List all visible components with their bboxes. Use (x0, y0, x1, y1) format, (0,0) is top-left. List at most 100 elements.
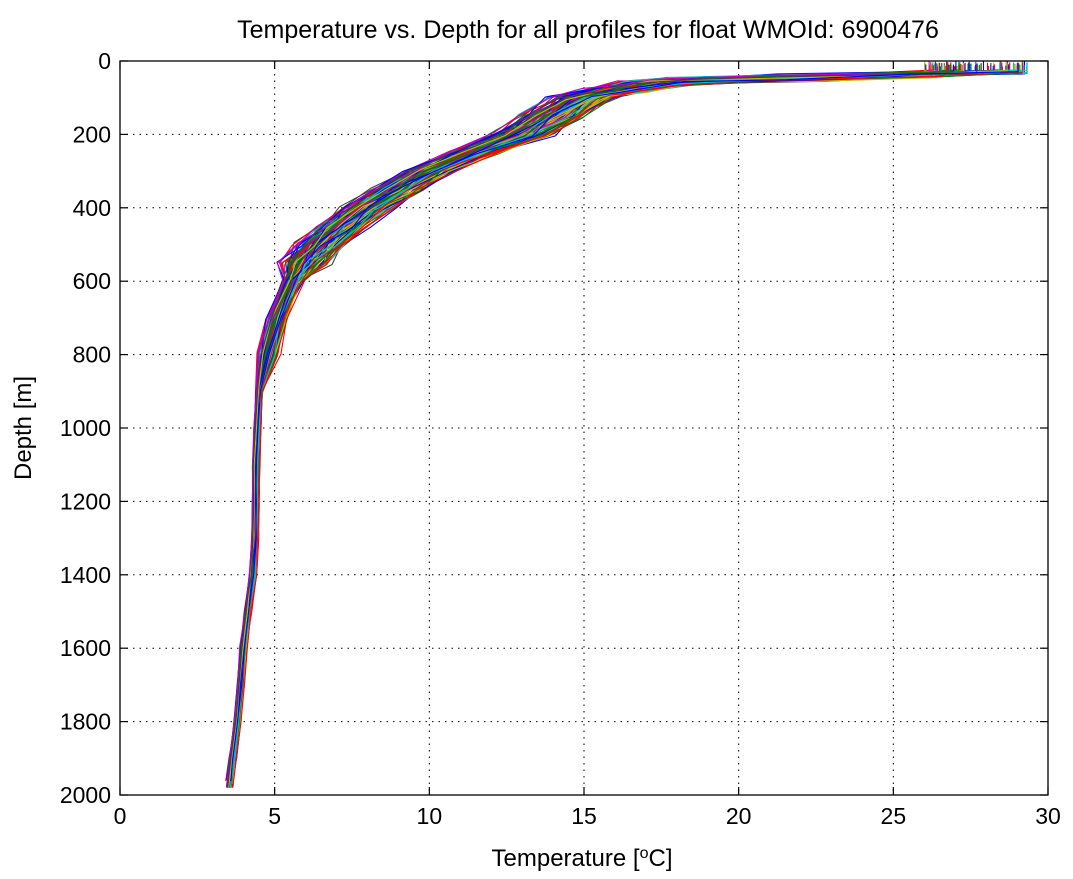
profile-line (226, 62, 966, 776)
profile-line (230, 62, 1019, 782)
profile-line (230, 64, 951, 788)
tick-labels: 0 5 10 15 20 25 30 0 200 400 600 800 1000 1200 1400 160… (60, 48, 1061, 829)
profile-line (231, 62, 995, 780)
profile-line (230, 61, 960, 785)
profile-line (230, 62, 961, 776)
profile-line (230, 63, 1020, 779)
x-axis-unit-sup: o (640, 845, 649, 862)
profile-line (228, 65, 964, 780)
profile-line (230, 63, 1016, 780)
profile-line (228, 62, 932, 784)
profile-line (226, 65, 994, 780)
profile-line (228, 63, 1001, 777)
profile-line (230, 62, 1018, 779)
profile-line (229, 64, 961, 788)
profile-line (232, 61, 938, 784)
profile-line (230, 63, 971, 777)
profile-line (228, 63, 1028, 785)
profile-line (228, 61, 1023, 779)
profile-line (229, 63, 965, 782)
profile-line (227, 63, 982, 783)
profile-line (227, 63, 969, 779)
profile-line (229, 61, 977, 782)
profile-line (229, 63, 978, 780)
y-tick-label: 1400 (60, 562, 111, 588)
x-axis-label: Temperature [oC] (492, 845, 673, 873)
profile-line (227, 65, 934, 785)
profile-line (229, 62, 1011, 785)
profile-line (228, 63, 926, 779)
profile-line (230, 61, 1007, 786)
profile-line (228, 61, 948, 785)
profile-line (229, 64, 951, 788)
profile-line (226, 64, 933, 776)
profile-line (228, 64, 955, 788)
profile-line (228, 62, 1024, 782)
profile-line (230, 65, 927, 780)
y-tick-label: 800 (73, 342, 111, 368)
profile-line (229, 62, 1019, 788)
y-tick-label: 400 (73, 195, 111, 221)
profile-line (229, 65, 1025, 788)
profile-line (231, 62, 970, 780)
profile-line (230, 62, 1028, 780)
profile-line (226, 65, 951, 781)
profile-line (229, 65, 977, 779)
profile-line (232, 63, 1019, 782)
y-tick-label: 1800 (60, 709, 111, 735)
profile-line (228, 61, 1024, 788)
x-tick-label: 30 (1035, 803, 1061, 829)
profile-line (227, 61, 1026, 781)
profile-line (229, 65, 990, 788)
chart-title: Temperature vs. Depth for all profiles f… (237, 16, 939, 44)
profile-line (229, 61, 1008, 788)
profile-line (231, 64, 952, 781)
y-tick-label: 0 (98, 48, 111, 74)
profile-line (228, 63, 1008, 788)
y-tick-label: 2000 (60, 782, 111, 808)
profile-line (232, 65, 948, 788)
profile-line (229, 63, 945, 778)
profile-line (230, 65, 1018, 780)
profile-line (227, 65, 1007, 788)
profile-line (230, 65, 943, 785)
x-axis-unit-suffix: C] (648, 845, 672, 872)
grid-lines (120, 61, 1048, 795)
profile-line (231, 66, 1003, 788)
profile-line (226, 62, 948, 782)
profile-line (231, 63, 948, 776)
profile-line (227, 62, 949, 784)
profile-line (229, 63, 936, 787)
profile-line (229, 61, 1024, 786)
profile-line (229, 65, 966, 780)
profile-line (230, 66, 947, 779)
profile-line (227, 63, 943, 781)
profile-line (227, 66, 1028, 784)
y-tick-label: 1600 (60, 635, 111, 661)
profile-line (228, 65, 946, 788)
profile-line (227, 66, 946, 785)
profile-line (227, 64, 1020, 788)
profile-line (229, 66, 957, 787)
y-tick-label: 600 (73, 268, 111, 294)
profile-line (231, 66, 992, 780)
profile-line (226, 64, 977, 788)
x-tick-label: 25 (881, 803, 907, 829)
profile-line (227, 61, 985, 787)
profile-line (231, 64, 1021, 776)
profile-line (231, 62, 952, 786)
profile-line (232, 61, 957, 787)
profile-line (225, 65, 930, 782)
profile-line (230, 62, 937, 788)
profile-line (228, 62, 949, 781)
x-tick-label: 20 (726, 803, 752, 829)
profile-line (231, 65, 954, 788)
profile-line (226, 64, 950, 778)
profile-line (228, 61, 1002, 782)
profile-line (226, 64, 952, 785)
profile-line (232, 62, 934, 782)
y-tick-label: 200 (73, 121, 111, 147)
x-tick-label: 10 (417, 803, 443, 829)
profile-line (230, 65, 970, 788)
